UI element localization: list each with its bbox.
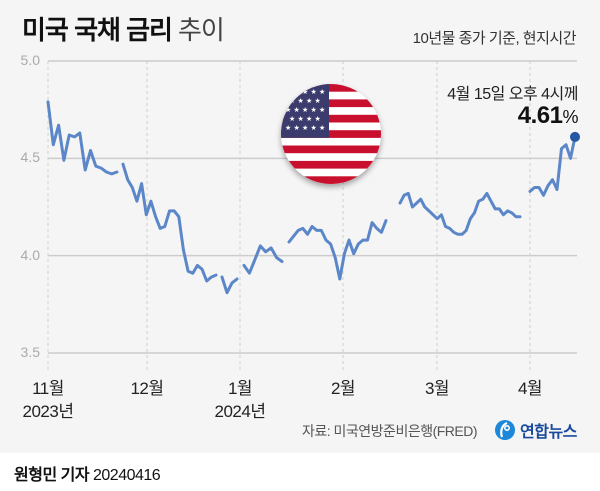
- last-value-unit: %: [562, 107, 578, 127]
- svg-text:★ ★ ★ ★ ★: ★ ★ ★ ★ ★: [285, 88, 325, 96]
- last-point-marker: [570, 131, 580, 142]
- line-segment: [528, 135, 577, 197]
- x-tick-label: 3월: [424, 379, 450, 398]
- month-gridlines: [47, 61, 531, 372]
- chart-subtitle: 10년물 종가 기준, 현지시간: [412, 30, 577, 47]
- svg-text:★ ★ ★ ★ ★: ★ ★ ★ ★ ★: [285, 124, 325, 132]
- line-segment: [220, 275, 239, 295]
- us-flag-icon: ★ ★ ★ ★ ★ ★ ★ ★ ★ ★ ★ ★ ★ ★ ★ ★ ★ ★ ★ ★ …: [281, 84, 381, 184]
- line-segment: [46, 100, 119, 176]
- svg-text:★ ★ ★ ★ ★: ★ ★ ★ ★ ★: [285, 106, 325, 114]
- y-tick-label: 5.0: [20, 52, 40, 68]
- line-segment: [121, 162, 218, 283]
- byline: 원형민 기자 20240416: [14, 461, 161, 485]
- line-segment: [398, 191, 522, 236]
- y-tick-label: 4.5: [20, 149, 40, 166]
- y-tick-label: 3.5: [20, 344, 40, 360]
- x-tick-label: 12월: [130, 379, 164, 398]
- byline-date: 20240416: [93, 467, 161, 484]
- x-tick-label: 11월: [32, 379, 64, 398]
- last-value-label: 4.61%: [517, 102, 579, 130]
- chart-title: 미국 국채 금리 추이: [22, 10, 225, 47]
- title-bold: 미국 국채 금리: [22, 15, 173, 45]
- chart-panel: [0, 0, 600, 453]
- line-segment: [287, 219, 388, 281]
- last-value-date: 4월 15일 오후 4시께: [447, 86, 578, 103]
- line-segment: [242, 244, 284, 275]
- title-light: 추이: [177, 15, 225, 45]
- line-chart: [46, 60, 580, 372]
- y-tick-label: 4.0: [20, 246, 40, 263]
- yield-line: [46, 100, 577, 295]
- logo-text: 연합뉴스: [520, 424, 577, 441]
- x-tick-label: 1월: [227, 379, 253, 398]
- x-tick-year: 2024년: [214, 402, 266, 421]
- svg-text:★ ★ ★ ★: ★ ★ ★ ★: [289, 97, 321, 105]
- yonhap-logo: 연합뉴스: [494, 418, 577, 442]
- svg-text:★ ★ ★ ★: ★ ★ ★ ★: [289, 115, 321, 123]
- x-tick-label: 4월: [517, 379, 543, 398]
- last-value: 4.61: [517, 102, 563, 129]
- x-tick-label: 2월: [330, 379, 356, 398]
- yonhap-logo-icon: [495, 420, 515, 440]
- x-tick-year: 2023년: [22, 402, 74, 421]
- byline-name: 원형민 기자: [14, 467, 90, 484]
- source-note: 자료: 미국연방준비은행(FRED): [302, 423, 478, 439]
